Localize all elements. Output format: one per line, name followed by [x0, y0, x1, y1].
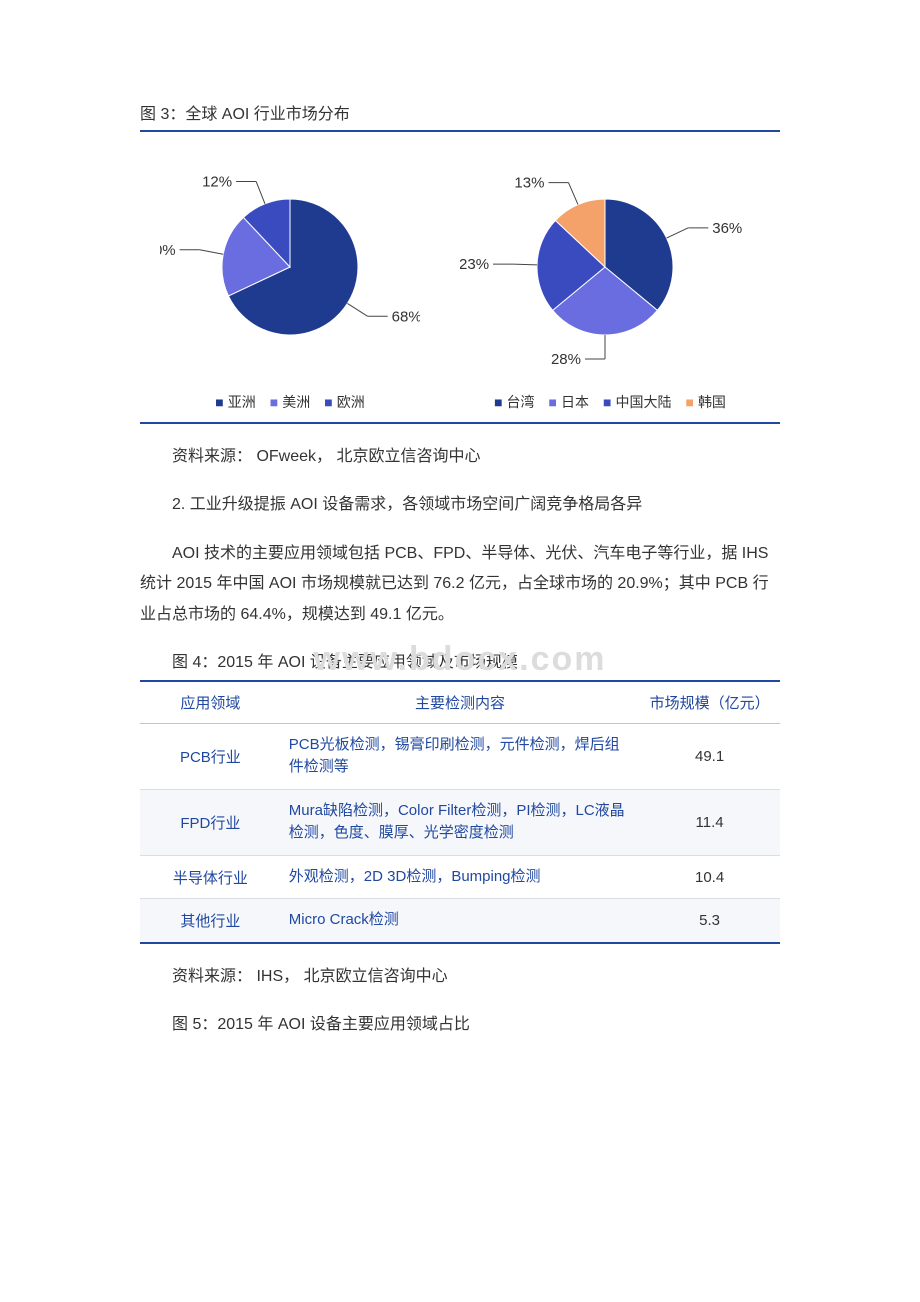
cell-domain: FPD行业	[140, 789, 281, 855]
legend-marker: ■	[494, 394, 502, 410]
pie-percent-label: 12%	[202, 173, 232, 190]
table-header: 市场规模（亿元）	[639, 681, 780, 724]
legend-marker: ■	[685, 394, 693, 410]
table-row: 其他行业Micro Crack检测5.3	[140, 899, 780, 943]
legend-label: 中国大陆	[615, 392, 671, 412]
cell-size: 5.3	[639, 899, 780, 943]
legend-label: 欧洲	[337, 392, 365, 412]
figure3-title: 图 3：全球 AOI 行业市场分布	[140, 100, 780, 124]
pie-right-col: 36%28%23%13% ■台湾■日本■中国大陆■韩国	[460, 152, 760, 412]
figure4-table-wrap: 应用领域 主要检测内容 市场规模（亿元） PCB行业PCB光板检测，锡膏印刷检测…	[140, 680, 780, 944]
legend-label: 台湾	[507, 392, 535, 412]
legend-marker: ■	[549, 394, 557, 410]
callout-line	[200, 250, 224, 254]
legend-item: ■ 韩国	[685, 392, 725, 412]
figure4-table: 应用领域 主要检测内容 市场规模（亿元） PCB行业PCB光板检测，锡膏印刷检测…	[140, 680, 780, 944]
legend-item: ■ 台湾	[494, 392, 534, 412]
legend-marker: ■	[603, 394, 611, 410]
legend-label: 日本	[561, 392, 589, 412]
cell-domain: PCB行业	[140, 723, 281, 789]
legend-item: ■ 欧洲	[324, 392, 364, 412]
pie-left: 68% 20% 12%	[160, 152, 420, 382]
table-row: PCB行业PCB光板检测，锡膏印刷检测，元件检测，焊后组件检测等49.1	[140, 723, 780, 789]
cell-size: 11.4	[639, 789, 780, 855]
pie-right: 36% 28% 23% 13%	[460, 152, 760, 382]
legend-right: ■台湾■日本■中国大陆■韩国	[494, 392, 726, 412]
legend-item: ■ 亚洲	[215, 392, 255, 412]
legend-marker: ■	[324, 394, 332, 410]
legend-item: ■中国大陆	[603, 392, 671, 412]
table-header: 应用领域	[140, 681, 281, 724]
pie-left-col: 68%20%12% ■亚洲■美洲■欧洲	[160, 152, 420, 412]
figure4-title: 图 4：2015 年 AOI 设备主要应用领域及市场规模	[140, 648, 780, 672]
callout-line	[513, 264, 537, 265]
section2-body: AOI 技术的主要应用领域包括 PCB、FPD、半导体、光伏、汽车电子等行业，据…	[140, 539, 780, 630]
figure3-charts: 68%20%12% ■亚洲■美洲■欧洲 36%28%23%13% ■台湾■日本■…	[140, 132, 780, 422]
pie-percent-label: 20%	[160, 242, 176, 259]
callout-line	[347, 303, 367, 316]
cell-size: 49.1	[639, 723, 780, 789]
cell-detect: PCB光板检测，锡膏印刷检测，元件检测，焊后组件检测等	[281, 723, 639, 789]
pie-percent-label: 28%	[551, 351, 581, 368]
cell-domain: 半导体行业	[140, 855, 281, 899]
legend-item: ■日本	[549, 392, 589, 412]
figure5-title: 图 5：2015 年 AOI 设备主要应用领域占比	[140, 1010, 780, 1040]
legend-marker: ■	[215, 394, 223, 410]
legend-item: ■美洲	[270, 392, 310, 412]
legend-marker: ■	[270, 394, 278, 410]
cell-size: 10.4	[639, 855, 780, 899]
divider	[140, 422, 780, 424]
table-header: 主要检测内容	[281, 681, 639, 724]
callout-line	[667, 228, 689, 238]
legend-label: 韩国	[698, 392, 726, 412]
cell-detect: Micro Crack检测	[281, 899, 639, 943]
cell-detect: 外观检测，2D 3D检测，Bumping检测	[281, 855, 639, 899]
figure4-source: 资料来源： IHS， 北京欧立信咨询中心	[140, 962, 780, 992]
cell-domain: 其他行业	[140, 899, 281, 943]
table-row: FPD行业Mura缺陷检测，Color Filter检测，PI检测，LC液晶检测…	[140, 789, 780, 855]
legend-label: 美洲	[282, 392, 310, 412]
section2-heading: 2. 工业升级提振 AOI 设备需求，各领域市场空间广阔竞争格局各异	[140, 490, 780, 520]
pie-percent-label: 68%	[392, 308, 420, 325]
legend-left: ■亚洲■美洲■欧洲	[215, 392, 364, 412]
legend-label: 亚洲	[228, 392, 256, 412]
pie-percent-label: 23%	[460, 256, 489, 273]
callout-line	[256, 181, 265, 203]
callout-line	[568, 183, 578, 205]
pie-percent-label: 36%	[712, 220, 742, 237]
figure3-source: 资料来源： OFweek， 北京欧立信咨询中心	[140, 442, 780, 472]
pie-percent-label: 13%	[514, 175, 544, 192]
cell-detect: Mura缺陷检测，Color Filter检测，PI检测，LC液晶检测，色度、膜…	[281, 789, 639, 855]
table-row: 半导体行业外观检测，2D 3D检测，Bumping检测10.4	[140, 855, 780, 899]
